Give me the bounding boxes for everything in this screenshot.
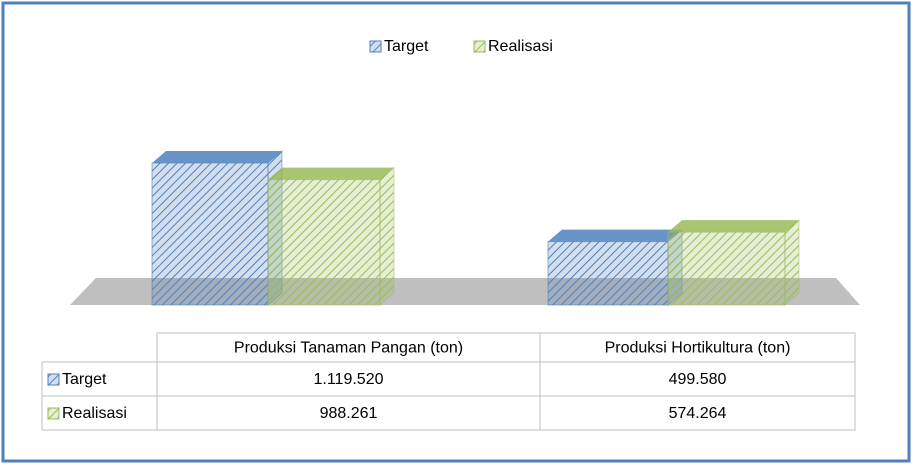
table-row-label: Target [62, 371, 107, 388]
bar [267, 166, 395, 307]
legend-swatch [369, 40, 382, 53]
legend-label: Target [384, 38, 429, 55]
table-value: 1.119.520 [314, 371, 384, 388]
bar [151, 149, 283, 307]
bar-top [548, 229, 682, 242]
table-header: Produksi Tanaman Pangan (ton) [234, 340, 463, 357]
bar-side [379, 166, 395, 307]
legend-swatch [47, 407, 60, 420]
table-row-label: Realisasi [62, 405, 127, 422]
legend-swatch [473, 40, 486, 53]
bar-top [268, 167, 394, 180]
table-value: 574.264 [669, 405, 727, 422]
bar-top [152, 151, 282, 163]
table-value: 499.580 [669, 371, 727, 388]
table-cell [539, 395, 856, 431]
bar-front [547, 241, 669, 306]
bar-side [784, 219, 800, 307]
legend-label: Realisasi [488, 38, 553, 55]
bar-top [668, 220, 799, 233]
legend-swatch [47, 373, 60, 386]
table-value: 988.261 [320, 405, 378, 422]
bar [547, 228, 683, 307]
table-header: Produksi Hortikultura (ton) [605, 340, 791, 357]
bar-front [151, 162, 269, 306]
bar-front [267, 179, 381, 306]
bar [667, 219, 800, 307]
bar-front [667, 231, 786, 306]
